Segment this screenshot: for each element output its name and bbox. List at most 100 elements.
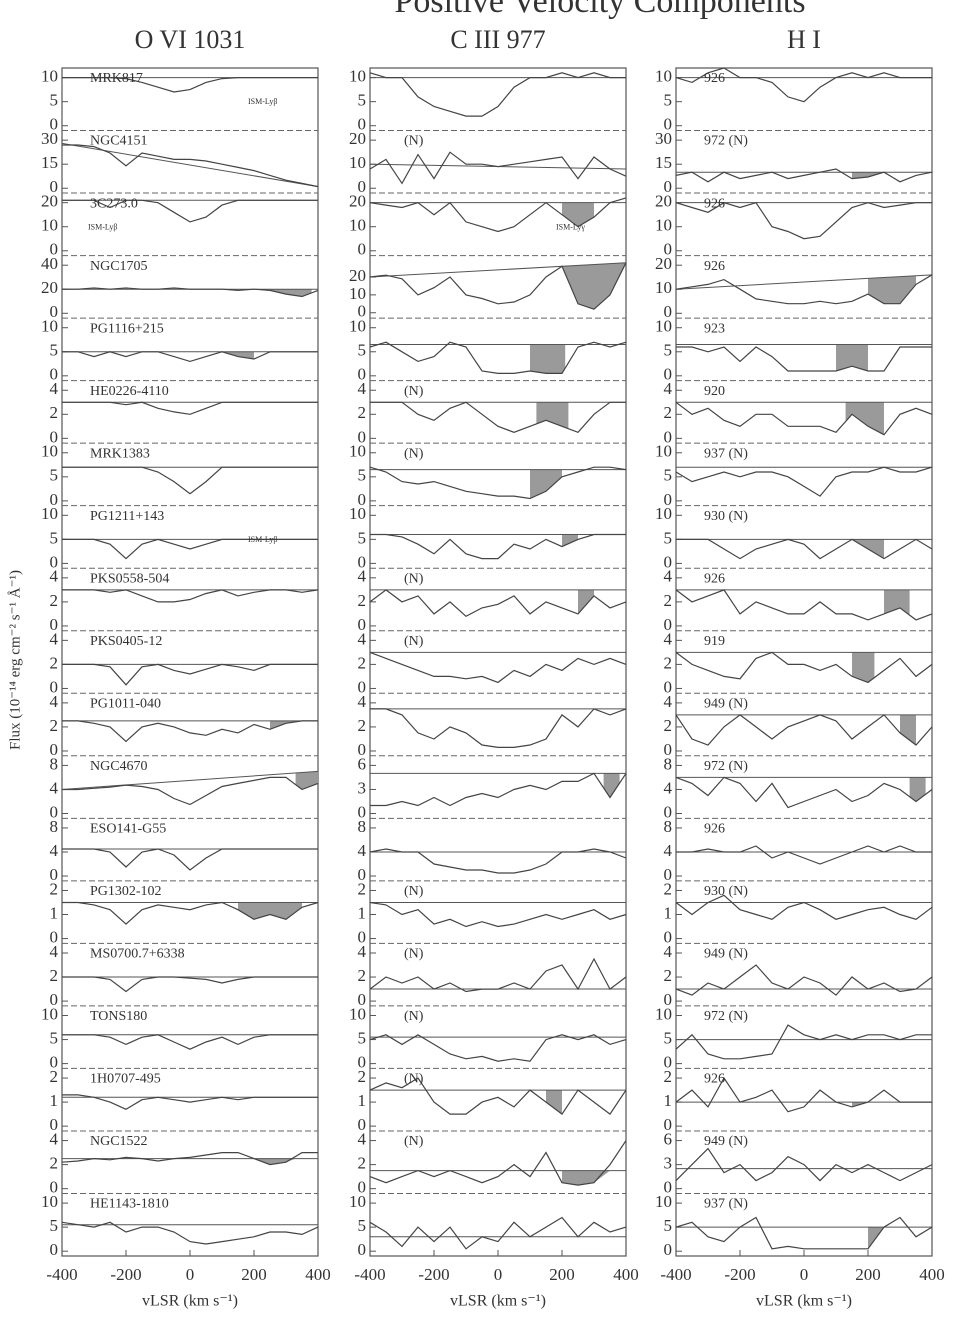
spectrum bbox=[369, 1140, 627, 1186]
spectrum bbox=[369, 901, 627, 928]
y-tick-label: 0 bbox=[664, 615, 673, 634]
spectrum bbox=[675, 201, 932, 240]
spectrum bbox=[62, 466, 318, 495]
y-tick-label: 1 bbox=[358, 1091, 367, 1110]
y-tick-label: 2 bbox=[50, 966, 59, 985]
y-tick-label: 0 bbox=[50, 615, 59, 634]
y-tick-label: 0 bbox=[664, 302, 673, 321]
y-tick-label: 4 bbox=[358, 692, 367, 711]
y-tick-label: 2 bbox=[358, 591, 367, 610]
y-tick-label: 0 bbox=[50, 740, 59, 759]
y-tick-label: 0 bbox=[50, 302, 59, 321]
y-tick-label: 5 bbox=[358, 1216, 367, 1235]
y-tick-label: 4 bbox=[664, 692, 673, 711]
spectrum bbox=[675, 168, 933, 183]
spectrum bbox=[62, 1034, 318, 1050]
spectrum bbox=[676, 538, 933, 560]
panel-label: NGC4151 bbox=[90, 134, 148, 149]
y-tick-label: 10 bbox=[349, 504, 366, 523]
y-tick-label: 1 bbox=[50, 903, 59, 922]
panel-label: NGC4670 bbox=[90, 759, 148, 774]
y-tick-label: 8 bbox=[50, 754, 59, 773]
panel-note: ISM-Lyβ bbox=[88, 222, 117, 231]
y-tick-label: 0 bbox=[664, 927, 673, 946]
spectrum bbox=[62, 976, 318, 993]
spectrum bbox=[62, 144, 319, 188]
spectrum bbox=[62, 401, 318, 415]
panel-label: 926 bbox=[704, 196, 725, 211]
spectrum bbox=[62, 848, 318, 871]
x-tick-label: 0 bbox=[494, 1265, 503, 1284]
panel-label: 972 (N) bbox=[704, 759, 748, 774]
y-tick-label: 0 bbox=[50, 427, 59, 446]
panel-label: 930 (N) bbox=[704, 884, 748, 899]
y-tick-label: 5 bbox=[50, 528, 59, 547]
y-tick-label: 0 bbox=[50, 490, 59, 509]
panel-label: ESO141-G55 bbox=[90, 822, 166, 837]
y-tick-label: 1 bbox=[664, 903, 673, 922]
y-tick-label: 6 bbox=[358, 754, 367, 773]
continuum bbox=[369, 262, 627, 278]
y-tick-label: 2 bbox=[358, 1154, 367, 1173]
spectrum bbox=[62, 199, 318, 223]
x-tick-label: 0 bbox=[186, 1265, 195, 1284]
y-tick-label: 0 bbox=[358, 115, 367, 134]
spectrum bbox=[369, 1034, 627, 1062]
y-tick-label: 10 bbox=[41, 504, 58, 523]
shaded-absorption bbox=[270, 720, 302, 730]
y-tick-label: 5 bbox=[664, 1216, 673, 1235]
y-tick-label: 0 bbox=[358, 990, 367, 1009]
spectrum bbox=[675, 714, 933, 746]
panel-label: 3C273.0 bbox=[90, 196, 138, 211]
y-tick-label: 1 bbox=[358, 903, 367, 922]
shaded-absorption bbox=[546, 1090, 562, 1115]
spectrum bbox=[62, 589, 319, 603]
y-tick-label: 0 bbox=[358, 1178, 367, 1197]
panel-label: 949 (N) bbox=[704, 696, 748, 711]
panel-label: 949 (N) bbox=[704, 947, 748, 962]
shaded-absorption bbox=[868, 1227, 888, 1249]
y-tick-label: 0 bbox=[358, 802, 367, 821]
y-tick-label: 0 bbox=[664, 365, 673, 384]
y-tick-label: 5 bbox=[664, 528, 673, 547]
y-tick-label: 2 bbox=[664, 653, 673, 672]
y-tick-label: 2 bbox=[50, 403, 59, 422]
spectrum bbox=[370, 401, 626, 434]
spectrum bbox=[62, 77, 318, 93]
panel-label: (N) bbox=[404, 1134, 424, 1149]
y-tick-label: 4 bbox=[50, 841, 59, 860]
spectrum bbox=[369, 848, 627, 874]
y-tick-label: 5 bbox=[664, 341, 673, 360]
y-tick-label: 0 bbox=[664, 1115, 673, 1134]
x-axis-label: vLSR (km s⁻¹) bbox=[450, 1293, 546, 1310]
y-tick-label: 10 bbox=[655, 317, 672, 336]
y-tick-label: 2 bbox=[50, 716, 59, 735]
x-tick-label: 400 bbox=[613, 1265, 639, 1284]
panel-label: (N) bbox=[404, 446, 424, 461]
y-tick-label: 20 bbox=[41, 192, 58, 211]
y-tick-label: 10 bbox=[655, 1192, 672, 1211]
y-tick-label: 4 bbox=[50, 567, 59, 586]
panel-label: PG1211+143 bbox=[90, 509, 164, 524]
spectrum bbox=[62, 351, 318, 363]
y-tick-label: 4 bbox=[50, 629, 59, 648]
y-tick-label: 8 bbox=[358, 817, 367, 836]
panel-label: HE0226-4110 bbox=[90, 384, 169, 399]
y-tick-label: 30 bbox=[41, 129, 58, 148]
y-tick-label: 5 bbox=[358, 341, 367, 360]
y-tick-label: 0 bbox=[664, 990, 673, 1009]
spectrum bbox=[675, 1147, 933, 1182]
panel-label: NGC1522 bbox=[90, 1134, 148, 1149]
y-tick-label: 1 bbox=[664, 1091, 673, 1110]
panel-label: (N) bbox=[404, 1072, 424, 1087]
y-tick-label: 4 bbox=[358, 629, 367, 648]
panel-note: ISM-Lyβ bbox=[248, 535, 277, 544]
panel-label: MRK817 bbox=[90, 71, 143, 86]
panel-label: (N) bbox=[404, 571, 424, 586]
y-tick-label: 4 bbox=[664, 778, 673, 797]
column-title: H I bbox=[787, 25, 821, 54]
continuum bbox=[61, 142, 319, 188]
spectrum bbox=[62, 663, 318, 686]
y-tick-label: 0 bbox=[50, 365, 59, 384]
spectrum bbox=[369, 1077, 627, 1115]
